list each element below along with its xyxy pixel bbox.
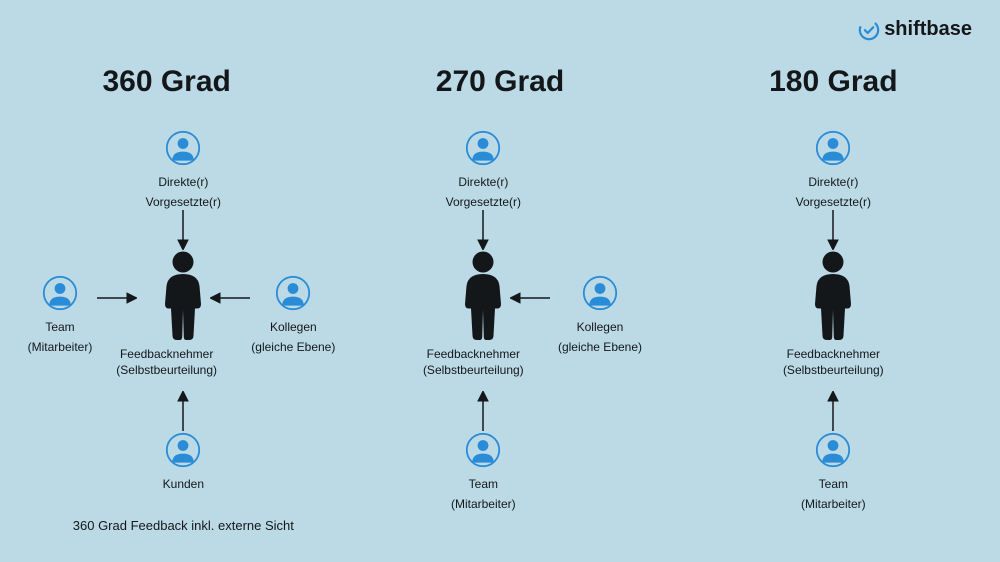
col-title: 180 Grad <box>667 65 1000 99</box>
node-label-l2: (gleiche Ebene) <box>540 339 660 355</box>
col-title: 360 Grad <box>0 65 333 99</box>
person-circle-icon <box>165 432 201 468</box>
node-label-l1: Team <box>0 319 120 335</box>
person-circle-icon <box>582 275 618 311</box>
person-circle-icon <box>465 432 501 468</box>
column-270: 270 Grad Direkte(r) Vorgesetzte(r) Kolle… <box>333 40 666 562</box>
node-label-l1: Kollegen <box>540 319 660 335</box>
node-customers: Kunden <box>123 432 243 492</box>
node-label-l1: Direkte(r) <box>423 174 543 190</box>
node-label-l1: Team <box>423 476 543 492</box>
node-colleagues: Kollegen (gleiche Ebene) <box>540 275 660 356</box>
col-title: 270 Grad <box>333 65 666 99</box>
feedback-receiver-icon <box>803 250 863 340</box>
person-circle-icon <box>165 130 201 166</box>
node-label-l2: Vorgesetzte(r) <box>423 194 543 210</box>
column-180: 180 Grad Direkte(r) Vorgesetzte(r) Feedb… <box>667 40 1000 562</box>
arrow-right-icon <box>97 292 137 304</box>
person-circle-icon <box>275 275 311 311</box>
feedback-receiver-icon <box>153 250 213 340</box>
arrow-down-icon <box>827 210 839 250</box>
person-circle-icon <box>815 130 851 166</box>
node-label-l1: Kunden <box>123 476 243 492</box>
arrow-up-icon <box>177 391 189 431</box>
person-circle-icon <box>42 275 78 311</box>
person-circle-icon <box>465 130 501 166</box>
center-label: Feedbacknehmer (Selbstbeurteilung) <box>87 346 247 378</box>
node-label-l2: (Mitarbeiter) <box>423 496 543 512</box>
node-label-l1: Team <box>773 476 893 492</box>
arrow-left-icon <box>510 292 550 304</box>
node-label-l2: (Mitarbeiter) <box>773 496 893 512</box>
center-label-l2: (Selbstbeurteilung) <box>393 362 553 378</box>
node-label-l2: Vorgesetzte(r) <box>123 194 243 210</box>
arrow-left-icon <box>210 292 250 304</box>
check-circle-icon <box>858 19 880 41</box>
node-team: Team (Mitarbeiter) <box>423 432 543 513</box>
node-supervisor: Direkte(r) Vorgesetzte(r) <box>773 130 893 211</box>
feedback-receiver-icon <box>453 250 513 340</box>
center-label-l1: Feedbacknehmer <box>393 346 553 362</box>
diagram-columns: 360 Grad Direkte(r) Vorgesetzte(r) Team <box>0 0 1000 562</box>
arrow-down-icon <box>477 210 489 250</box>
node-label-l2: Vorgesetzte(r) <box>773 194 893 210</box>
node-supervisor: Direkte(r) Vorgesetzte(r) <box>423 130 543 211</box>
center-label: Feedbacknehmer (Selbstbeurteilung) <box>393 346 553 378</box>
center-label-l2: (Selbstbeurteilung) <box>753 362 913 378</box>
arrow-up-icon <box>827 391 839 431</box>
brand-name: shiftbase <box>884 18 972 41</box>
arrow-down-icon <box>177 210 189 250</box>
node-supervisor: Direkte(r) Vorgesetzte(r) <box>123 130 243 211</box>
center-label: Feedbacknehmer (Selbstbeurteilung) <box>753 346 913 378</box>
node-team: Team (Mitarbeiter) <box>0 275 120 356</box>
center-label-l2: (Selbstbeurteilung) <box>87 362 247 378</box>
node-label-l1: Direkte(r) <box>123 174 243 190</box>
person-circle-icon <box>815 432 851 468</box>
arrow-up-icon <box>477 391 489 431</box>
footer-note: 360 Grad Feedback inkl. externe Sicht <box>53 518 313 533</box>
node-team: Team (Mitarbeiter) <box>773 432 893 513</box>
brand-logo: shiftbase <box>858 18 972 41</box>
center-label-l1: Feedbacknehmer <box>87 346 247 362</box>
center-label-l1: Feedbacknehmer <box>753 346 913 362</box>
column-360: 360 Grad Direkte(r) Vorgesetzte(r) Team <box>0 40 333 562</box>
node-label-l1: Direkte(r) <box>773 174 893 190</box>
